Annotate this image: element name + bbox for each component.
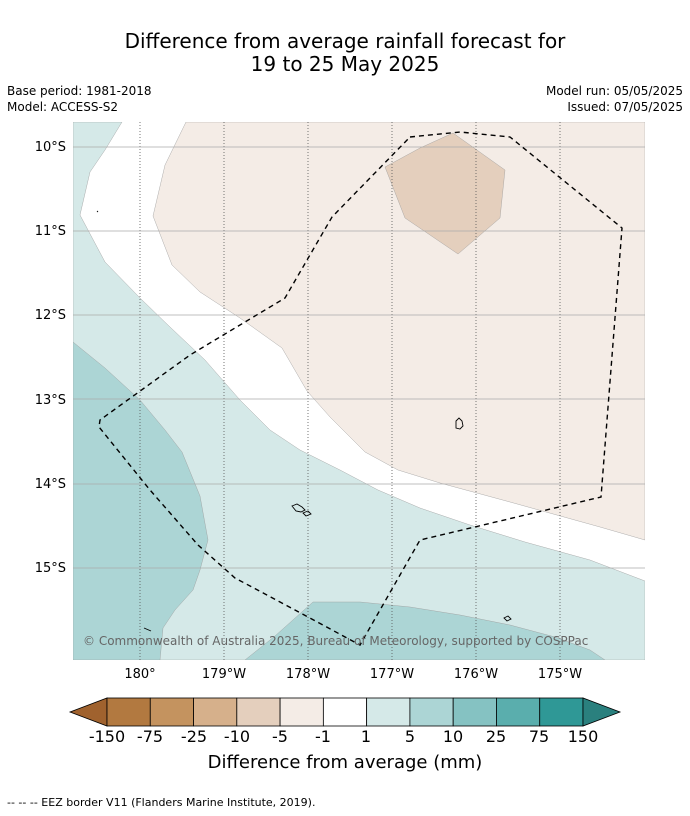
colorbar-segment (409, 697, 454, 727)
model-run-date: Model run: 05/05/2025 (545, 84, 683, 98)
colorbar-tick-label: 150 (567, 727, 599, 746)
colorbar-segment (106, 697, 151, 727)
island-futuna (291, 503, 306, 513)
colorbar-lower-extension (68, 697, 108, 727)
colorbar (68, 697, 622, 727)
colorbar-tick-label: -1 (315, 727, 331, 746)
lat-label: 10°S (35, 140, 66, 155)
lat-label: 15°S (35, 561, 66, 576)
dry-region-medium (384, 132, 506, 255)
colorbar-segment (322, 697, 368, 727)
lat-label: 12°S (35, 308, 66, 323)
colorbar-tick-label: 1 (360, 727, 372, 746)
issued-date: Issued: 07/05/2025 (567, 100, 683, 114)
colorbar-title: Difference from average (mm) (207, 752, 483, 773)
title-line-1: Difference from average rainfall forecas… (124, 29, 566, 53)
island-west (143, 627, 152, 632)
eez-border (98, 131, 623, 646)
colorbar-segment (193, 697, 238, 727)
rainfall-map: © Commonwealth of Australia 2025, Bureau… (35, 122, 645, 727)
lon-label: 179°W (202, 667, 246, 682)
wet-region-medium-south (244, 601, 606, 660)
colorbar-segment (452, 697, 497, 727)
run-info: Model run: 05/05/2025 Issued: 07/05/2025 (546, 83, 683, 115)
latitude-labels: 10°S 11°S 12°S 13°S 14°S 15°S (35, 140, 66, 576)
colorbar-tick-label: -75 (136, 727, 164, 746)
lon-label: 175°W (538, 667, 582, 682)
base-period: Base period: 1981-2018 (7, 84, 152, 98)
colorbar-tick-label: 10 (442, 727, 464, 746)
lat-label: 11°S (35, 224, 66, 239)
lon-label: 180° (124, 667, 155, 682)
longitude-labels: 180° 179°W 178°W 177°W 176°W 175°W (124, 667, 582, 682)
island-south (503, 615, 512, 622)
eez-footnote: -- -- -- EEZ border V11 (Flanders Marine… (7, 796, 316, 809)
colorbar-segment (236, 697, 281, 727)
island-alofi (302, 510, 312, 517)
colorbar-tick-label: 5 (404, 727, 416, 746)
colorbar-tick-label: -25 (180, 727, 208, 746)
lat-label: 14°S (35, 477, 66, 492)
lon-label: 177°W (370, 667, 414, 682)
map-plot-area: © Commonwealth of Australia 2025, Bureau… (73, 122, 645, 660)
island-small (96, 210, 99, 213)
lat-label: 13°S (35, 393, 66, 408)
lon-label: 176°W (454, 667, 498, 682)
model-info: Base period: 1981-2018 Model: ACCESS-S2 (7, 83, 152, 115)
lon-label: 178°W (286, 667, 330, 682)
gridlines (73, 122, 645, 660)
colorbar-segment (279, 697, 324, 727)
colorbar-tick-label: -10 (223, 727, 251, 746)
islands (96, 210, 512, 632)
title-line-2: 19 to 25 May 2025 (250, 52, 440, 76)
wet-region-light (73, 122, 645, 660)
colorbar-segment (539, 697, 584, 727)
colorbar-tick-label: 25 (485, 727, 507, 746)
colorbar-segment (366, 697, 411, 727)
dry-region-light (152, 122, 645, 541)
colorbar-segment (149, 697, 194, 727)
colorbar-tick-label: -5 (272, 727, 288, 746)
colorbar-tick-label: -150 (88, 727, 126, 746)
colorbar-segment (496, 697, 541, 727)
model-name: Model: ACCESS-S2 (7, 100, 119, 114)
island-wallis (455, 417, 464, 430)
map-title: Difference from average rainfall forecas… (0, 30, 690, 76)
wet-region-medium (73, 341, 209, 660)
colorbar-tick-label: 75 (528, 727, 550, 746)
copyright-notice: © Commonwealth of Australia 2025, Bureau… (83, 634, 588, 648)
colorbar-upper-extension (582, 697, 622, 727)
